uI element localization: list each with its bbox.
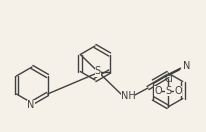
Text: NH: NH — [121, 91, 135, 101]
Text: N: N — [183, 61, 191, 71]
Text: O: O — [154, 86, 162, 96]
Text: S: S — [95, 67, 101, 77]
Text: O: O — [174, 86, 182, 96]
Text: S: S — [165, 86, 171, 96]
Text: N: N — [27, 100, 35, 110]
Text: Cl: Cl — [165, 76, 173, 84]
